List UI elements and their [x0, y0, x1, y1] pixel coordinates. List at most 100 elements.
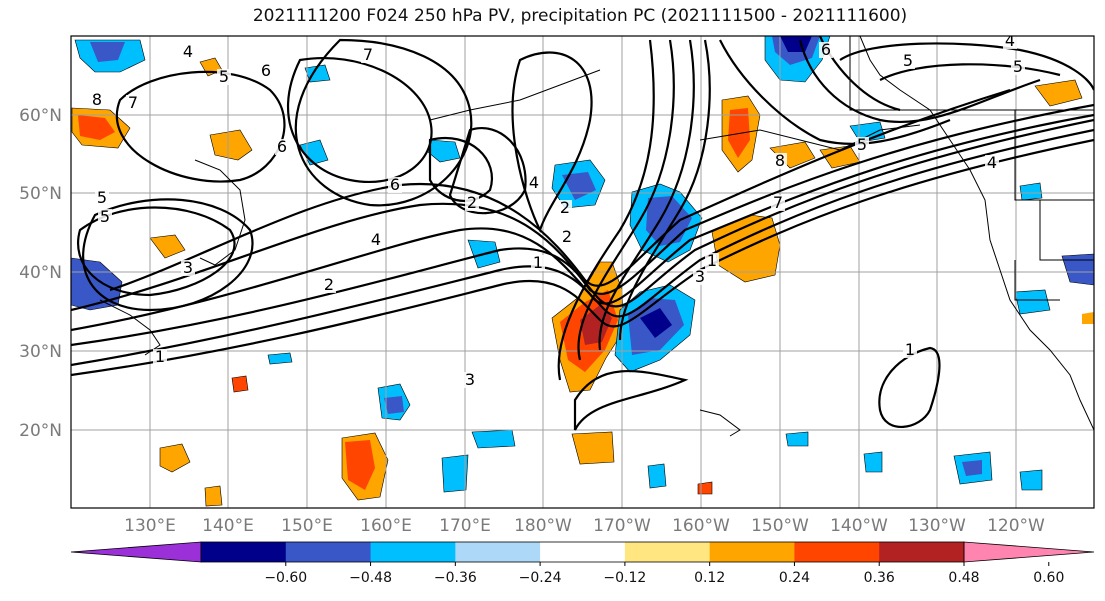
colorbar-tick-label: 0.60: [1033, 570, 1064, 586]
contour-label: 5: [903, 51, 913, 70]
contour-label: 5: [100, 207, 110, 226]
contour-label-bg: [819, 42, 833, 58]
pv-contours: [71, 36, 1094, 431]
colorbar-tick-label: 0.36: [864, 570, 895, 586]
contour-label: 7: [128, 93, 138, 112]
contour-label-bg: [463, 372, 477, 388]
contour-label: 8: [775, 151, 785, 170]
contour-label: 4: [371, 230, 381, 249]
pos-anomaly-patch: [159, 443, 191, 473]
pos-anomaly-patch: [78, 115, 115, 140]
neg-anomaly-patch: [1061, 253, 1094, 286]
contour-label-bg: [90, 92, 104, 108]
contour-label: 4: [183, 42, 193, 61]
contour-label-bg: [95, 190, 109, 206]
lat-tick-label: 60°N: [19, 106, 62, 126]
neg-anomaly-patch: [640, 308, 672, 338]
contour-label-bg: [1011, 59, 1025, 75]
neg-anomaly-patch: [267, 352, 293, 365]
lon-tick-label: 160°E: [360, 516, 412, 536]
contour-label: 1: [707, 251, 717, 270]
contour-label-bg: [217, 69, 231, 85]
colorbar-tick-label: 0.12: [694, 570, 725, 586]
contour-label-bg: [181, 44, 195, 60]
neg-anomaly-patch: [1019, 469, 1043, 491]
contour-label: 1: [905, 340, 915, 359]
contour-label-bg: [322, 277, 336, 293]
colorbar-segment: [285, 542, 372, 562]
colorbar-segment: [201, 542, 287, 562]
contour-label-bg: [126, 95, 140, 111]
contour-label: 5: [219, 67, 229, 86]
latitude-labels: 60°N 50°N 40°N 30°N 20°N: [19, 106, 62, 441]
contour-label: 7: [773, 193, 783, 212]
neg-anomaly-patch: [647, 463, 667, 489]
contour-label-bg: [705, 253, 719, 269]
contour-label: 4: [529, 173, 539, 192]
lon-tick-label: 160°W: [672, 516, 730, 536]
neg-anomaly-patch: [1019, 182, 1043, 201]
map-frame: [70, 35, 1095, 509]
graticule: [71, 36, 1094, 508]
contour-label: 2: [560, 198, 570, 217]
colorbar-tick-label: −0.48: [349, 570, 392, 586]
contour-label-bg: [275, 139, 289, 155]
contour-label-bg: [259, 63, 273, 79]
colorbar-segment: [624, 542, 711, 562]
contour-label-bg: [855, 137, 869, 153]
pos-anomaly-patch: [231, 375, 249, 393]
pos-anomaly-patch: [697, 481, 713, 495]
colorbar-tick-label: 0.24: [779, 570, 810, 586]
lon-tick-label: 170°E: [439, 516, 491, 536]
neg-anomaly-patch: [863, 451, 883, 473]
colorbar-tick-labels: −0.60 −0.48 −0.36 −0.24 −0.12 0.12 0.24 0.36 0.4…: [264, 562, 1064, 586]
coastlines: [99, 36, 1094, 437]
pos-anomaly-patch: [149, 234, 186, 259]
contour-label-bg: [985, 155, 999, 171]
pos-anomaly-patch: [1034, 79, 1083, 107]
lat-tick-label: 50°N: [19, 184, 62, 204]
neg-anomaly-patch: [785, 431, 809, 447]
contour-label: 6: [261, 61, 271, 80]
contour-label-bg: [560, 229, 574, 245]
contour-label-bg: [531, 255, 545, 271]
colorbar-outline: [200, 541, 965, 563]
neg-anomaly-patch: [962, 460, 982, 476]
contour-label: 5: [1013, 57, 1023, 76]
contour-label: 2: [562, 227, 572, 246]
pos-anomaly-patch: [209, 129, 253, 161]
precipitation-shading: [71, 36, 1094, 507]
neg-anomaly-patch: [441, 454, 469, 493]
colorbar-segment: [794, 542, 880, 562]
contour-label-bg: [527, 175, 541, 191]
lon-tick-label: 130°E: [124, 516, 176, 536]
lat-tick-label: 30°N: [19, 342, 62, 362]
contour-label: 2: [467, 193, 477, 212]
pos-anomaly-patch: [204, 485, 223, 507]
neg-anomaly-patch: [1014, 289, 1051, 315]
neg-anomaly-patch: [780, 36, 812, 52]
neg-anomaly-patch: [471, 429, 516, 449]
colorbar-segment: [370, 542, 456, 562]
lon-tick-label: 180°W: [514, 516, 572, 536]
lon-tick-label: 120°W: [987, 516, 1045, 536]
contour-label: 3: [465, 370, 475, 389]
contour-label-bg: [771, 195, 785, 211]
contour-label: 7: [363, 45, 373, 64]
colorbar-extend-high: [963, 541, 1095, 563]
lon-tick-label: 150°W: [751, 516, 809, 536]
contour-label-bg: [388, 177, 402, 193]
contour-label: 1: [155, 347, 165, 366]
contour-label-bg: [465, 195, 479, 211]
contour-label: 2: [324, 275, 334, 294]
contour-label-bg: [1003, 36, 1017, 49]
lat-tick-label: 20°N: [19, 421, 62, 441]
contour-label-bg: [98, 209, 112, 225]
contour-label: 5: [857, 135, 867, 154]
map-title: 2021111200 F024 250 hPa PV, precipitatio…: [252, 6, 908, 26]
contour-label: 3: [695, 267, 705, 286]
contour-label-bg: [558, 200, 572, 216]
contour-label-bg: [903, 342, 917, 358]
